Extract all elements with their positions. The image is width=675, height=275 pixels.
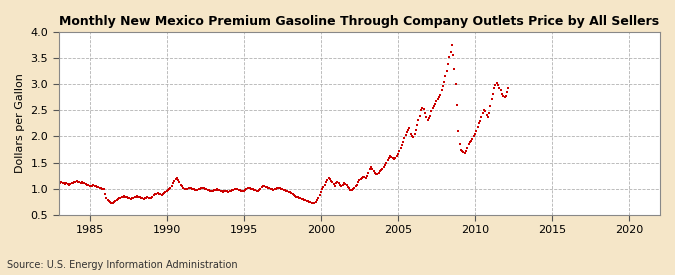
Title: Monthly New Mexico Premium Gasoline Through Company Outlets Price by All Sellers: Monthly New Mexico Premium Gasoline Thro… <box>59 15 659 28</box>
Text: Source: U.S. Energy Information Administration: Source: U.S. Energy Information Administ… <box>7 260 238 270</box>
Y-axis label: Dollars per Gallon: Dollars per Gallon <box>15 73 25 173</box>
